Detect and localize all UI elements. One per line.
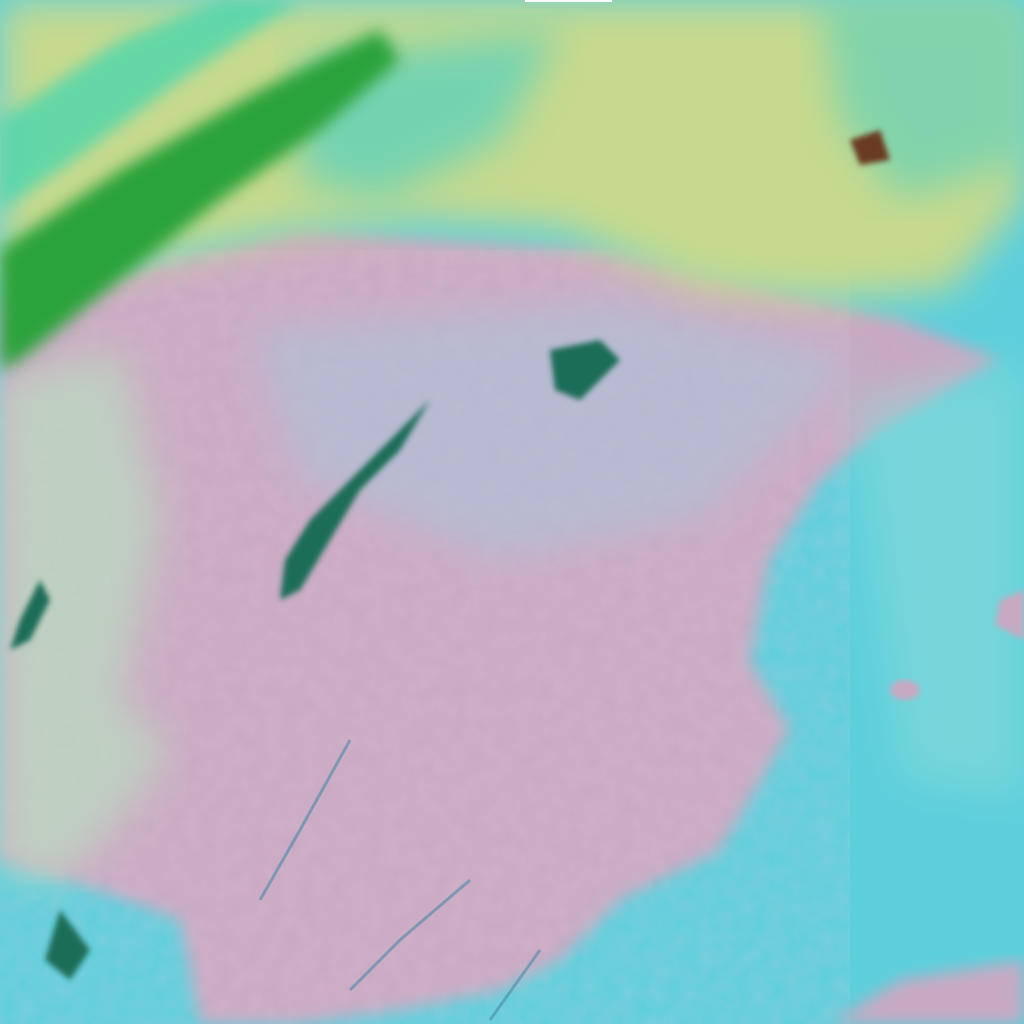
- haze-left: [0, 350, 170, 880]
- landmass-south: [830, 960, 1024, 1024]
- haze-center: [250, 300, 860, 560]
- top-edge-marker: [525, 0, 612, 2]
- island-east: [995, 590, 1024, 640]
- contrail-lines: [258, 739, 542, 1021]
- frontal-cloud-green: [0, 30, 400, 370]
- dark-cloud-patches: [10, 130, 890, 980]
- frontal-cloud-cyan-edge: [0, 0, 300, 210]
- island: [890, 680, 920, 700]
- cloud-band-north: [0, 0, 1024, 300]
